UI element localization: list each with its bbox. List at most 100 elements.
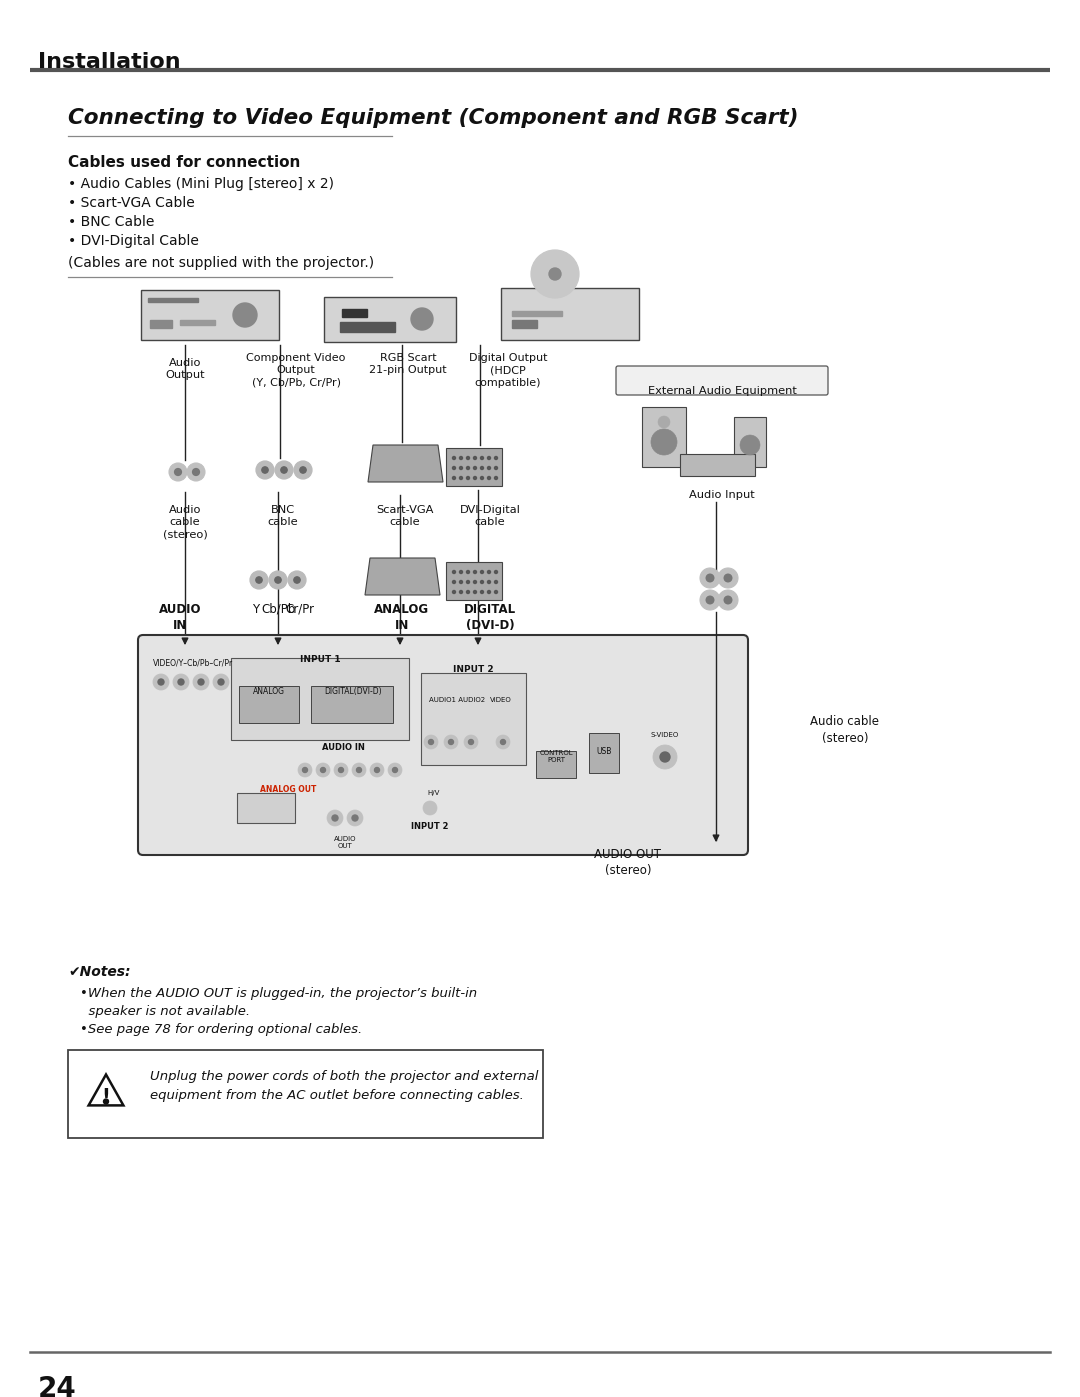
- Circle shape: [288, 571, 306, 590]
- Circle shape: [334, 763, 348, 777]
- Circle shape: [158, 679, 164, 685]
- Polygon shape: [368, 446, 443, 482]
- Circle shape: [453, 591, 456, 594]
- Bar: [324, 298, 456, 342]
- Circle shape: [464, 735, 478, 749]
- Text: Digital Output
(HDCP
compatible): Digital Output (HDCP compatible): [469, 353, 548, 388]
- Text: Cb/Pb: Cb/Pb: [261, 604, 295, 616]
- Circle shape: [660, 752, 670, 761]
- Circle shape: [725, 597, 732, 604]
- Circle shape: [423, 800, 437, 814]
- Circle shape: [459, 467, 462, 469]
- Circle shape: [487, 457, 490, 460]
- Text: DVI-Digital
cable: DVI-Digital cable: [460, 504, 521, 528]
- Circle shape: [321, 767, 325, 773]
- Text: • Scart-VGA Cable: • Scart-VGA Cable: [68, 196, 194, 210]
- Text: !: !: [102, 1087, 110, 1105]
- Circle shape: [104, 1099, 108, 1104]
- Circle shape: [218, 679, 224, 685]
- Circle shape: [706, 597, 714, 604]
- Bar: [180, 320, 215, 326]
- Circle shape: [487, 581, 490, 584]
- Bar: [589, 733, 619, 773]
- Circle shape: [352, 814, 357, 821]
- Circle shape: [178, 679, 184, 685]
- Circle shape: [275, 461, 293, 479]
- Circle shape: [300, 467, 306, 474]
- Text: AUDIO IN: AUDIO IN: [322, 743, 364, 752]
- Bar: [734, 416, 766, 467]
- Text: (Cables are not supplied with the projector.): (Cables are not supplied with the projec…: [68, 256, 374, 270]
- Bar: [342, 309, 367, 317]
- Circle shape: [213, 673, 229, 690]
- Text: Installation: Installation: [38, 52, 180, 73]
- Bar: [446, 562, 502, 599]
- Polygon shape: [89, 1074, 123, 1105]
- Circle shape: [352, 763, 366, 777]
- Circle shape: [481, 591, 484, 594]
- Circle shape: [495, 467, 498, 469]
- Text: VIDEO: VIDEO: [490, 697, 512, 703]
- Circle shape: [467, 467, 470, 469]
- Bar: [421, 673, 526, 766]
- Text: Audio cable
(stereo): Audio cable (stereo): [810, 715, 879, 745]
- Circle shape: [429, 739, 433, 745]
- Circle shape: [294, 577, 300, 583]
- Bar: [642, 407, 686, 467]
- Text: INPUT 2: INPUT 2: [411, 821, 449, 831]
- Circle shape: [453, 570, 456, 574]
- Circle shape: [302, 767, 308, 773]
- Text: • Audio Cables (Mini Plug [stereo] x 2): • Audio Cables (Mini Plug [stereo] x 2): [68, 177, 334, 191]
- Circle shape: [481, 570, 484, 574]
- Circle shape: [274, 577, 281, 583]
- Circle shape: [388, 763, 402, 777]
- Text: AUDIO
IN: AUDIO IN: [159, 604, 201, 631]
- Circle shape: [495, 581, 498, 584]
- Circle shape: [495, 476, 498, 479]
- Text: External Audio Equipment: External Audio Equipment: [648, 386, 796, 395]
- Text: speaker is not available.: speaker is not available.: [80, 1004, 251, 1018]
- Circle shape: [467, 476, 470, 479]
- Circle shape: [658, 416, 670, 427]
- Circle shape: [453, 467, 456, 469]
- Circle shape: [193, 673, 210, 690]
- Text: DIGITAL
(DVI-D): DIGITAL (DVI-D): [464, 604, 516, 631]
- Text: H/V: H/V: [427, 789, 440, 796]
- Circle shape: [192, 468, 200, 475]
- Circle shape: [356, 767, 362, 773]
- Bar: [239, 686, 299, 724]
- Circle shape: [173, 673, 189, 690]
- Text: AUDIO
OUT: AUDIO OUT: [334, 835, 356, 849]
- Circle shape: [316, 763, 330, 777]
- Circle shape: [294, 461, 312, 479]
- Text: Y: Y: [253, 604, 259, 616]
- Circle shape: [481, 467, 484, 469]
- Bar: [446, 448, 502, 486]
- Bar: [141, 291, 279, 339]
- Text: •When the AUDIO OUT is plugged-in, the projector’s built-in: •When the AUDIO OUT is plugged-in, the p…: [80, 988, 477, 1000]
- Circle shape: [187, 462, 205, 481]
- Text: INPUT 2: INPUT 2: [453, 665, 494, 673]
- Bar: [68, 1051, 543, 1139]
- Text: ANALOG
IN: ANALOG IN: [375, 604, 430, 631]
- Circle shape: [453, 476, 456, 479]
- Text: 24: 24: [38, 1375, 77, 1397]
- Circle shape: [448, 739, 454, 745]
- Circle shape: [375, 767, 379, 773]
- Circle shape: [531, 250, 579, 298]
- Text: Audio
cable
(stereo): Audio cable (stereo): [163, 504, 207, 539]
- Bar: [311, 686, 393, 724]
- Text: ANALOG OUT: ANALOG OUT: [260, 785, 316, 793]
- Circle shape: [487, 476, 490, 479]
- Bar: [340, 321, 395, 332]
- Circle shape: [740, 434, 760, 455]
- Circle shape: [444, 735, 458, 749]
- Text: •See page 78 for ordering optional cables.: •See page 78 for ordering optional cable…: [80, 1023, 362, 1037]
- Circle shape: [651, 429, 677, 455]
- Circle shape: [725, 574, 732, 581]
- Bar: [501, 288, 639, 339]
- Circle shape: [233, 303, 257, 327]
- Circle shape: [469, 739, 473, 745]
- Circle shape: [487, 591, 490, 594]
- Circle shape: [473, 467, 476, 469]
